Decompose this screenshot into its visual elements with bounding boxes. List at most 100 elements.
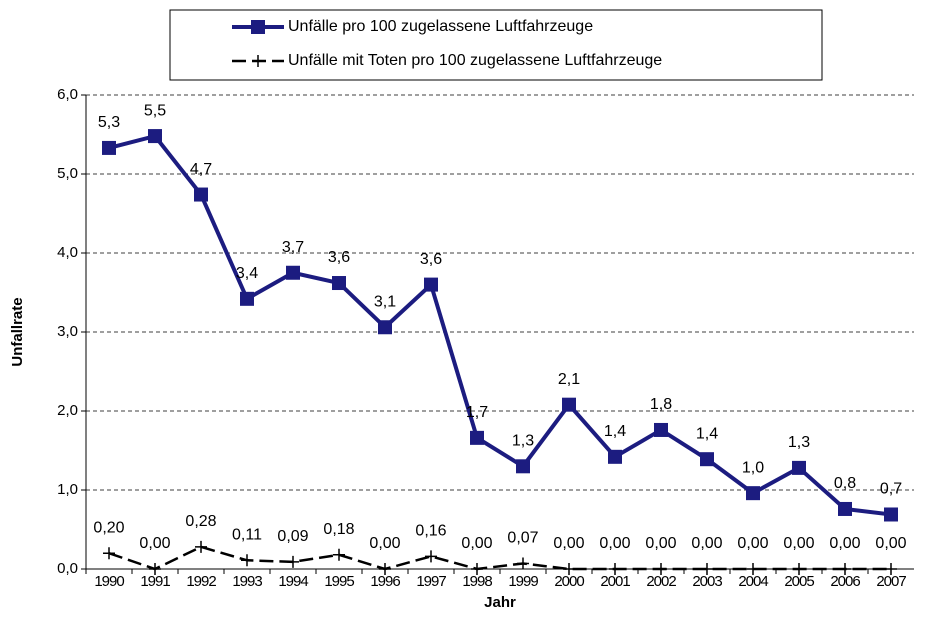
marker bbox=[379, 563, 391, 575]
data-label: 0,00 bbox=[645, 535, 676, 552]
marker bbox=[332, 276, 346, 291]
data-label: 0,00 bbox=[875, 535, 906, 552]
legend-swatch-marker bbox=[251, 20, 265, 34]
x-tick-label: 1993 bbox=[232, 573, 262, 590]
y-tick-label: 3,0 bbox=[57, 323, 78, 340]
marker bbox=[516, 459, 530, 474]
marker bbox=[240, 291, 254, 306]
y-tick-label: 1,0 bbox=[57, 481, 78, 498]
data-label: 0,00 bbox=[461, 535, 492, 552]
marker bbox=[838, 501, 852, 516]
y-tick-label: 2,0 bbox=[57, 402, 78, 419]
data-label: 3,6 bbox=[420, 251, 442, 268]
data-label: 1,4 bbox=[696, 425, 718, 442]
legend-label: Unfälle mit Toten pro 100 zugelassene Lu… bbox=[288, 52, 662, 69]
data-label: 1,8 bbox=[650, 396, 672, 413]
marker bbox=[425, 550, 437, 563]
data-label: 0,7 bbox=[880, 481, 902, 498]
marker bbox=[793, 563, 805, 575]
marker bbox=[378, 320, 392, 335]
data-label: 4,7 bbox=[190, 161, 212, 178]
data-label: 3,1 bbox=[374, 293, 396, 310]
data-label: 5,3 bbox=[98, 114, 120, 131]
marker bbox=[609, 563, 621, 575]
data-label: 0,07 bbox=[507, 530, 538, 547]
marker bbox=[424, 277, 438, 292]
legend-swatch-marker bbox=[252, 55, 264, 67]
marker bbox=[747, 563, 759, 575]
x-tick-label: 1998 bbox=[462, 573, 492, 590]
data-label: 0,00 bbox=[599, 535, 630, 552]
data-label: 0,00 bbox=[139, 535, 170, 552]
x-axis-title: Jahr bbox=[484, 594, 516, 611]
marker bbox=[655, 563, 667, 575]
x-tick-label: 1991 bbox=[140, 573, 170, 590]
marker bbox=[148, 129, 162, 144]
x-tick-label: 2002 bbox=[646, 573, 676, 590]
data-label: 1,4 bbox=[604, 423, 626, 440]
marker bbox=[654, 422, 668, 437]
data-label: 0,8 bbox=[834, 475, 856, 492]
x-tick-label: 2003 bbox=[692, 573, 722, 590]
marker bbox=[103, 547, 115, 560]
x-tick-label: 2007 bbox=[876, 573, 906, 590]
data-label: 1,3 bbox=[788, 434, 810, 451]
data-label: 3,6 bbox=[328, 249, 350, 266]
marker bbox=[884, 507, 898, 522]
data-label: 2,1 bbox=[558, 371, 580, 388]
marker bbox=[701, 563, 713, 575]
data-label: 0,00 bbox=[783, 535, 814, 552]
data-label: 1,3 bbox=[512, 433, 534, 450]
x-tick-label: 2005 bbox=[784, 573, 814, 590]
marker bbox=[746, 486, 760, 501]
data-label: 0,09 bbox=[277, 528, 308, 545]
marker bbox=[102, 140, 116, 155]
data-label: 0,00 bbox=[829, 535, 860, 552]
x-tick-label: 1995 bbox=[324, 573, 354, 590]
marker bbox=[700, 452, 714, 467]
marker bbox=[241, 554, 253, 567]
data-label: 1,7 bbox=[466, 404, 488, 421]
x-tick-label: 1992 bbox=[186, 573, 216, 590]
x-tick-label: 1996 bbox=[370, 573, 400, 590]
marker bbox=[333, 548, 345, 561]
data-label: 1,0 bbox=[742, 459, 764, 476]
data-label: 0,11 bbox=[232, 527, 262, 544]
data-label: 0,20 bbox=[93, 519, 124, 536]
data-label: 0,00 bbox=[553, 535, 584, 552]
data-label: 3,7 bbox=[282, 239, 304, 256]
x-tick-label: 1999 bbox=[508, 573, 538, 590]
marker bbox=[195, 540, 207, 553]
data-label: 0,00 bbox=[691, 535, 722, 552]
marker bbox=[194, 187, 208, 202]
legend-label: Unfälle pro 100 zugelassene Luftfahrzeug… bbox=[288, 18, 593, 35]
marker bbox=[287, 555, 299, 568]
marker bbox=[149, 563, 161, 575]
marker bbox=[286, 265, 300, 280]
data-label: 0,18 bbox=[323, 521, 354, 538]
x-tick-label: 1990 bbox=[94, 573, 124, 590]
marker bbox=[608, 449, 622, 464]
data-label: 5,5 bbox=[144, 102, 166, 119]
y-tick-label: 5,0 bbox=[57, 165, 78, 182]
data-label: 0,00 bbox=[737, 535, 768, 552]
y-tick-label: 0,0 bbox=[57, 560, 78, 577]
x-tick-label: 2004 bbox=[738, 573, 768, 590]
data-label: 3,4 bbox=[236, 265, 258, 282]
marker bbox=[839, 563, 851, 575]
data-label: 0,16 bbox=[415, 523, 446, 540]
marker bbox=[792, 460, 806, 475]
y-axis-title: Unfallrate bbox=[9, 297, 26, 366]
y-tick-label: 6,0 bbox=[57, 86, 78, 103]
x-tick-label: 2001 bbox=[600, 573, 630, 590]
y-tick-label: 4,0 bbox=[57, 244, 78, 261]
x-tick-label: 2000 bbox=[554, 573, 584, 590]
x-tick-label: 1997 bbox=[416, 573, 446, 590]
data-label: 0,28 bbox=[185, 513, 216, 530]
marker bbox=[470, 430, 484, 445]
marker bbox=[563, 563, 575, 575]
marker bbox=[471, 563, 483, 575]
legend-box bbox=[169, 9, 823, 81]
x-tick-label: 1994 bbox=[278, 573, 308, 590]
